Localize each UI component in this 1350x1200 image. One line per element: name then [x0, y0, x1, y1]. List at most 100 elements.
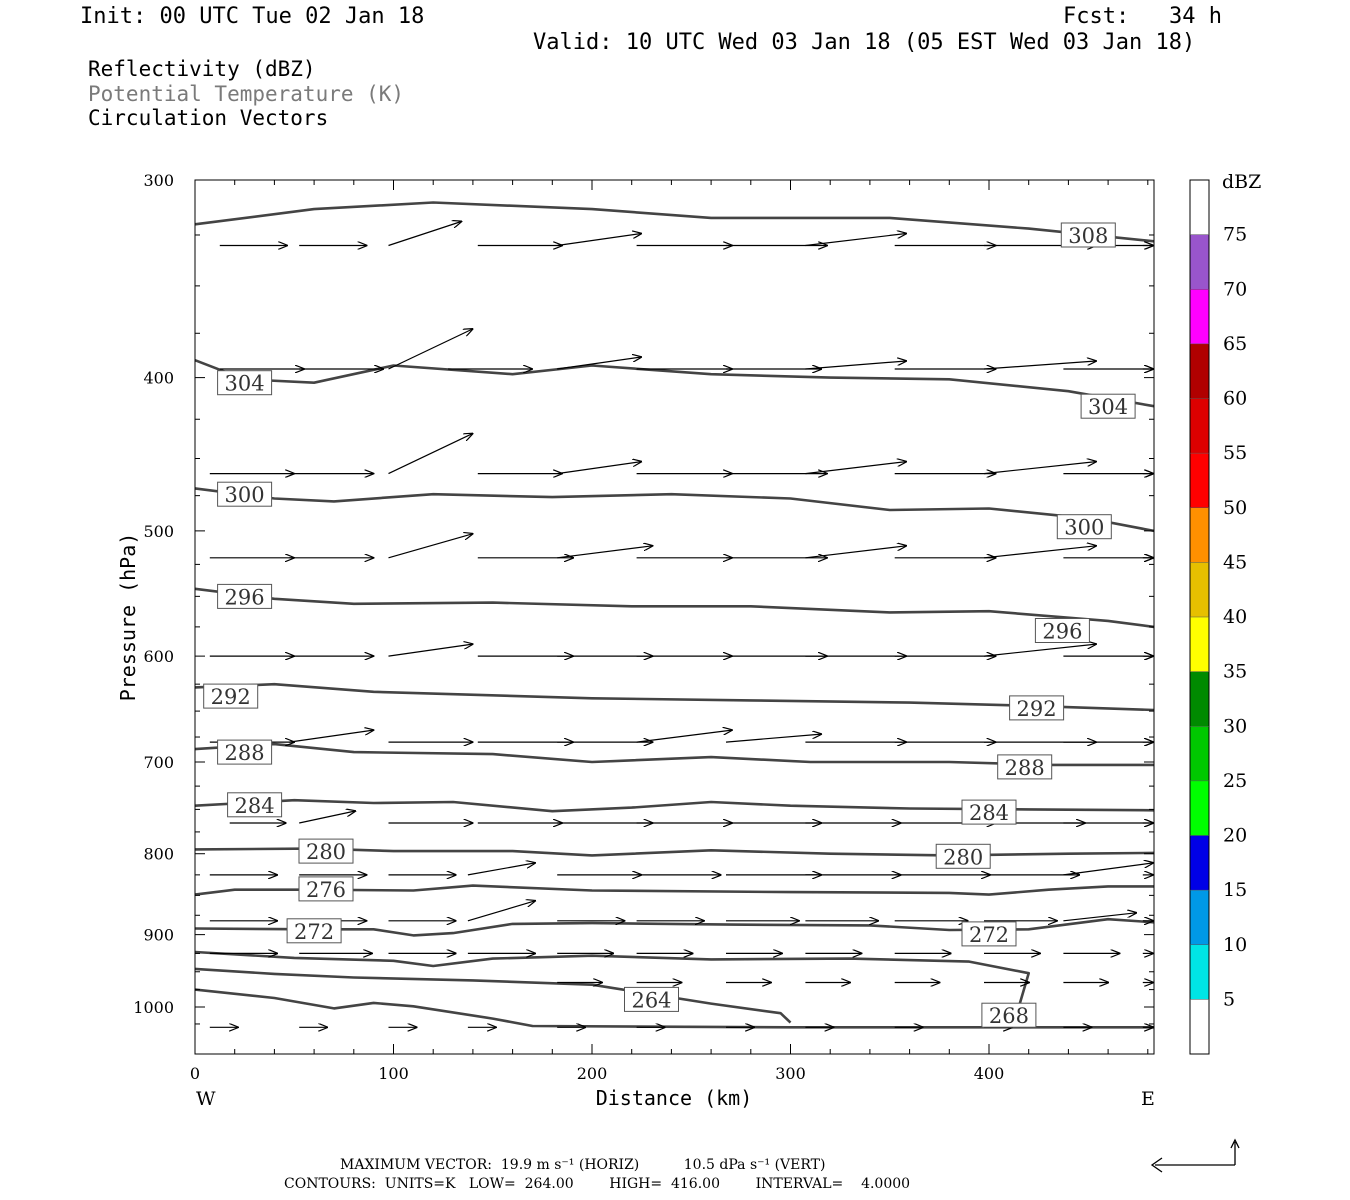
colorbar-label: 70	[1223, 278, 1247, 300]
colorbar-label: 30	[1223, 715, 1247, 737]
legend-reflectivity: Reflectivity (dBZ)	[88, 57, 316, 81]
y-tick-label: 300	[143, 171, 174, 190]
svg-text:264: 264	[631, 988, 671, 1012]
colorbar-swatch	[1190, 617, 1209, 672]
colorbar-swatch	[1190, 453, 1209, 508]
colorbar-label: 50	[1223, 497, 1247, 519]
circulation-vector	[983, 462, 1096, 475]
colorbar-swatch	[1190, 398, 1209, 454]
contour-label: 300	[1056, 514, 1112, 540]
colorbar-label: 20	[1223, 825, 1247, 847]
circulation-vector	[557, 234, 641, 247]
x-tick-label: 0	[190, 1064, 200, 1083]
circulation-vector	[388, 434, 473, 475]
x-axis-label: Distance (km)	[596, 1086, 753, 1110]
east-label: E	[1141, 1088, 1155, 1110]
theta-contour-line	[194, 798, 1155, 813]
svg-text:296: 296	[1042, 620, 1082, 644]
contour-label: 304	[1080, 393, 1136, 419]
contour-label: 264	[624, 986, 679, 1012]
contour-label: 296	[1034, 618, 1090, 644]
y-tick-label: 500	[143, 522, 174, 541]
svg-text:280: 280	[306, 840, 346, 864]
colorbar-label: 75	[1223, 224, 1247, 246]
y-tick-label: 600	[143, 647, 174, 666]
theta-contour-line	[194, 587, 1155, 629]
theta-contours	[194, 201, 1155, 1029]
colorbar-label: 55	[1223, 442, 1247, 464]
colorbar-label: 40	[1223, 606, 1247, 628]
contour-label: 300	[217, 481, 273, 507]
theta-contour-line	[194, 358, 1155, 408]
colorbar-swatch	[1190, 671, 1209, 727]
contour-label: 292	[1009, 695, 1065, 721]
colorbar-label: 25	[1223, 770, 1247, 792]
init-time: Init: 00 UTC Tue 02 Jan 18	[80, 4, 425, 29]
circulation-vector	[805, 546, 906, 559]
circulation-vector	[983, 644, 1096, 657]
svg-text:276: 276	[306, 878, 346, 902]
contour-label: 304	[217, 370, 273, 396]
svg-text:304: 304	[225, 372, 265, 396]
legend-vectors: Circulation Vectors	[88, 106, 329, 130]
colorbar-swatch	[1190, 234, 1209, 290]
x-tick-label: 100	[378, 1064, 409, 1083]
max-vector-info: MAXIMUM VECTOR: 19.9 m s⁻¹ (HORIZ) 10.5 …	[340, 1157, 826, 1173]
circulation-vector	[805, 234, 906, 247]
colorbar-swatch	[1190, 890, 1209, 945]
y-axis-label: Pressure (hPa)	[116, 533, 140, 702]
theta-contour-line	[194, 967, 792, 1024]
west-label: W	[196, 1088, 216, 1110]
svg-text:308: 308	[1068, 224, 1108, 248]
colorbar-label: 10	[1223, 934, 1247, 956]
colorbar-label: 15	[1223, 879, 1247, 901]
y-tick-label: 900	[143, 926, 174, 945]
colorbar-label: 65	[1223, 333, 1247, 355]
contour-label: 288	[217, 739, 273, 765]
circulation-vector	[983, 546, 1096, 559]
circulation-vector	[388, 534, 473, 559]
colorbar-swatch	[1190, 726, 1209, 781]
valid-time: Valid: 10 UTC Wed 03 Jan 18 (05 EST Wed …	[533, 30, 1196, 55]
contour-info: CONTOURS: UNITS=K LOW= 264.00 HIGH= 416.…	[284, 1176, 911, 1192]
theta-contour-line	[194, 988, 1154, 1029]
svg-text:272: 272	[969, 923, 1009, 947]
reference-vector	[1150, 1138, 1240, 1173]
theta-contour-line	[194, 201, 1155, 243]
colorbar-label: 45	[1223, 551, 1247, 573]
colorbar-swatch	[1190, 780, 1209, 836]
circulation-vector	[725, 734, 821, 743]
svg-text:288: 288	[225, 741, 265, 765]
theta-contour-line	[194, 847, 1155, 857]
forecast-hour: Fcst: 34 h	[1063, 4, 1222, 29]
contour-label: 280	[298, 838, 354, 864]
contour-label: 296	[217, 583, 273, 609]
y-tick-label: 400	[143, 369, 174, 388]
colorbar-swatch	[1190, 835, 1209, 891]
circulation-vector	[1063, 913, 1136, 922]
colorbar-label: 5	[1223, 988, 1235, 1010]
colorbar-label: 60	[1223, 388, 1247, 410]
colorbar-swatch	[1190, 289, 1209, 344]
theta-contour-line	[194, 917, 1155, 937]
circulation-vector	[983, 361, 1096, 370]
svg-text:268: 268	[989, 1004, 1029, 1028]
colorbar-swatch	[1190, 562, 1209, 617]
y-tick-label: 700	[143, 753, 174, 772]
svg-text:284: 284	[969, 801, 1009, 825]
x-tick-label: 200	[577, 1064, 608, 1083]
contour-label: 276	[298, 876, 354, 902]
contour-labels: 308 304 304 300 300 296 296 292 292 288 288 284 284 2…	[203, 222, 1136, 1028]
circulation-vector	[388, 644, 473, 657]
circulation-vector	[299, 811, 355, 824]
contour-label: 292	[203, 683, 259, 709]
svg-text:296: 296	[225, 585, 265, 609]
contour-label: 280	[935, 843, 991, 869]
contour-label: 268	[981, 1002, 1037, 1028]
circulation-vector	[289, 730, 373, 743]
dbz-colorbar: 5 10 15 20 25 30 35 40 45 50 55 60 65 70 75 dBZ	[1189, 171, 1261, 1055]
circulation-vector	[557, 357, 641, 370]
axes: 300 400 500 600 700 800 900 1000 0 100 200 300 400 Di…	[116, 171, 1155, 1110]
svg-text:288: 288	[1005, 756, 1045, 780]
colorbar-title: dBZ	[1222, 171, 1261, 193]
